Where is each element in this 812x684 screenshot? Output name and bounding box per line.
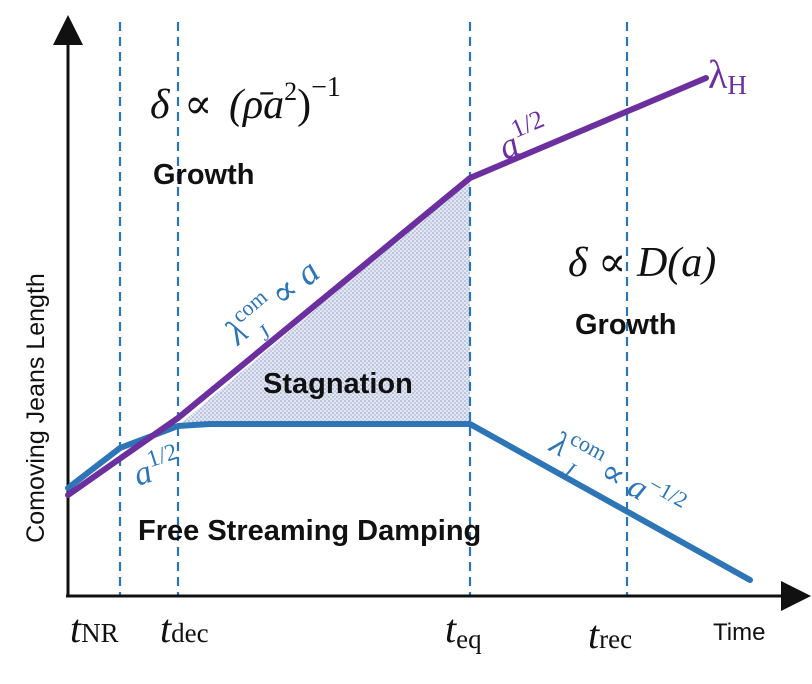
growth-label-right: Growth xyxy=(575,309,677,341)
purple-upper-scaling-label: a1/2 xyxy=(490,104,556,167)
purple-jeans-curve xyxy=(65,75,709,498)
equation-right: δ ∝ D(a) xyxy=(568,240,716,286)
x-axis-label: Time xyxy=(713,619,765,646)
equation-top-left: δ ∝ (ρ̄a2)−1 xyxy=(150,72,341,128)
t-dec-label: tdec xyxy=(160,606,209,651)
t-eq-label: teq xyxy=(445,606,482,654)
lambda-h-label: λH xyxy=(708,52,747,100)
y-axis-label: Comoving Jeans Length xyxy=(22,273,50,543)
free-streaming-label: Free Streaming Damping xyxy=(138,515,481,547)
stagnation-label: Stagnation xyxy=(263,368,413,400)
t-nr-label: tNR xyxy=(70,606,119,651)
t-rec-label: trec xyxy=(588,612,632,657)
blue-right-scaling-label: λcomJ ∝ a−1/2 xyxy=(538,418,693,537)
blue-jeans-curve xyxy=(65,421,753,583)
growth-label-top: Growth xyxy=(153,159,255,191)
